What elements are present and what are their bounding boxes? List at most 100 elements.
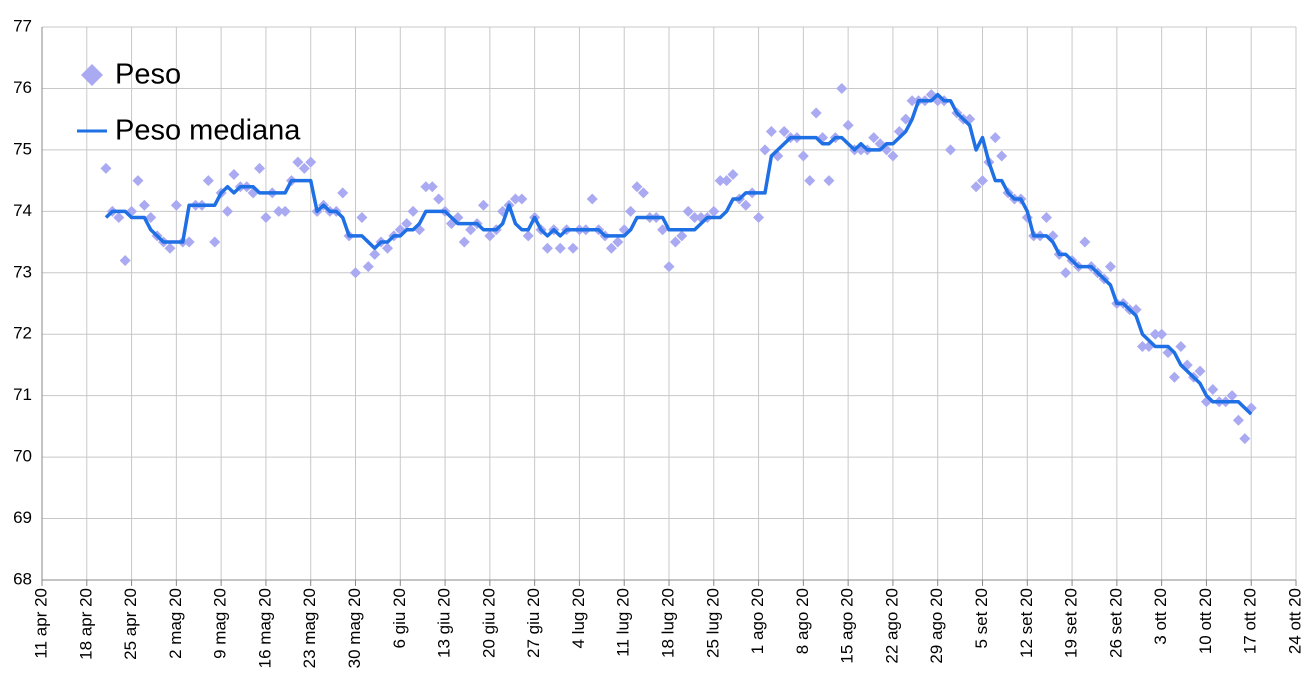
scatter-point xyxy=(682,205,694,217)
scatter-point xyxy=(1060,267,1072,279)
scatter-point xyxy=(945,144,957,156)
scatter-point xyxy=(119,254,131,266)
scatter-point xyxy=(484,230,496,242)
x-tick-label: 22 ago 20 xyxy=(882,588,901,664)
scatter-point xyxy=(426,181,438,193)
scatter-point xyxy=(887,150,899,162)
scatter-point xyxy=(970,181,982,193)
scatter-point xyxy=(797,150,809,162)
scatter-point xyxy=(900,113,912,125)
scatter-point xyxy=(996,150,1008,162)
scatter-point xyxy=(222,205,234,217)
scatter-point xyxy=(522,230,534,242)
scatter-point xyxy=(804,175,816,187)
scatter-point xyxy=(279,205,291,217)
scatter-point xyxy=(145,211,157,223)
scatter-point xyxy=(605,242,617,254)
scatter-point xyxy=(202,175,214,187)
x-tick-label: 19 set 20 xyxy=(1062,588,1081,658)
scatter-point xyxy=(906,95,918,107)
scatter-point xyxy=(1232,414,1244,426)
scatter-point xyxy=(657,224,669,236)
x-tick-label: 2 mag 20 xyxy=(166,588,185,659)
x-tick-label: 15 ago 20 xyxy=(838,588,857,664)
scatter-point xyxy=(637,187,649,199)
scatter-point xyxy=(407,205,419,217)
scatter-point xyxy=(541,242,553,254)
x-tick-label: 4 lug 20 xyxy=(569,588,588,649)
y-tick-label: 72 xyxy=(13,324,32,343)
y-tick-label: 69 xyxy=(13,508,32,527)
x-tick-label: 6 giu 20 xyxy=(390,588,409,649)
scatter-point xyxy=(708,205,720,217)
scatter-point xyxy=(509,193,521,205)
legend-label: Peso mediana xyxy=(115,115,301,147)
scatter-point xyxy=(669,236,681,248)
scatter-point xyxy=(305,156,317,168)
scatter-point xyxy=(138,199,150,211)
x-tick-label: 30 mag 20 xyxy=(345,588,364,668)
scatter-point xyxy=(554,242,566,254)
scatter-point xyxy=(381,242,393,254)
scatter-point xyxy=(1040,211,1052,223)
x-tick-label: 1 ago 20 xyxy=(748,588,767,654)
scatter-point xyxy=(420,181,432,193)
scatter-point xyxy=(989,132,1001,144)
y-tick-label: 70 xyxy=(13,447,32,466)
y-tick-label: 74 xyxy=(13,201,32,220)
x-tick-label: 17 ott 20 xyxy=(1241,588,1260,654)
scatter-point xyxy=(1194,365,1206,377)
x-tick-label: 11 lug 20 xyxy=(614,588,633,657)
scatter-point xyxy=(465,224,477,236)
scatter-point xyxy=(625,205,637,217)
scatter-point xyxy=(337,187,349,199)
scatter-point xyxy=(350,267,361,279)
scatter-point xyxy=(362,261,374,273)
scatter-point xyxy=(356,211,368,223)
legend-marker xyxy=(81,64,103,86)
scatter-point xyxy=(1175,341,1187,353)
scatter-point xyxy=(753,211,765,223)
scatter-point xyxy=(254,162,266,174)
scatter-point xyxy=(689,211,701,223)
x-tick-label: 25 apr 20 xyxy=(121,588,140,660)
scatter-point xyxy=(810,107,822,119)
x-tick-label: 12 set 20 xyxy=(1017,588,1036,658)
scatter-point xyxy=(1239,433,1251,445)
scatter-point xyxy=(842,119,854,131)
scatter-point xyxy=(132,175,144,187)
scatter-point xyxy=(113,211,125,223)
x-tick-label: 18 lug 20 xyxy=(658,588,677,658)
scatter-point xyxy=(1207,384,1219,396)
x-tick-label: 26 set 20 xyxy=(1106,588,1125,658)
y-tick-label: 76 xyxy=(13,78,32,97)
scatter-point xyxy=(228,168,240,180)
x-tick-label: 23 mag 20 xyxy=(300,588,319,668)
scatter-point xyxy=(164,242,176,254)
x-tick-label: 9 mag 20 xyxy=(211,588,230,659)
legend-label: Peso xyxy=(115,59,181,91)
scatter-point xyxy=(740,199,752,211)
scatter-point xyxy=(1168,371,1180,383)
x-tick-label: 11 apr 20 xyxy=(31,588,50,659)
x-tick-label: 24 ott 20 xyxy=(1285,588,1304,654)
scatter-point xyxy=(369,248,381,260)
scatter-point xyxy=(759,144,771,156)
x-tick-label: 5 set 20 xyxy=(972,588,991,649)
scatter-point xyxy=(170,199,182,211)
scatter-point xyxy=(612,236,624,248)
y-tick-label: 68 xyxy=(13,569,32,588)
scatter-point xyxy=(765,125,777,137)
scatter-point xyxy=(477,199,489,211)
scatter-point xyxy=(676,230,688,242)
scatter-point xyxy=(183,236,195,248)
scatter-point xyxy=(1156,328,1168,340)
scatter-point xyxy=(714,175,726,187)
x-tick-label: 25 lug 20 xyxy=(703,588,722,658)
scatter-point xyxy=(273,205,285,217)
scatter-point xyxy=(727,168,739,180)
scatter-point xyxy=(458,236,470,248)
x-tick-label: 3 ott 20 xyxy=(1151,588,1170,645)
scatter-point xyxy=(586,193,598,205)
